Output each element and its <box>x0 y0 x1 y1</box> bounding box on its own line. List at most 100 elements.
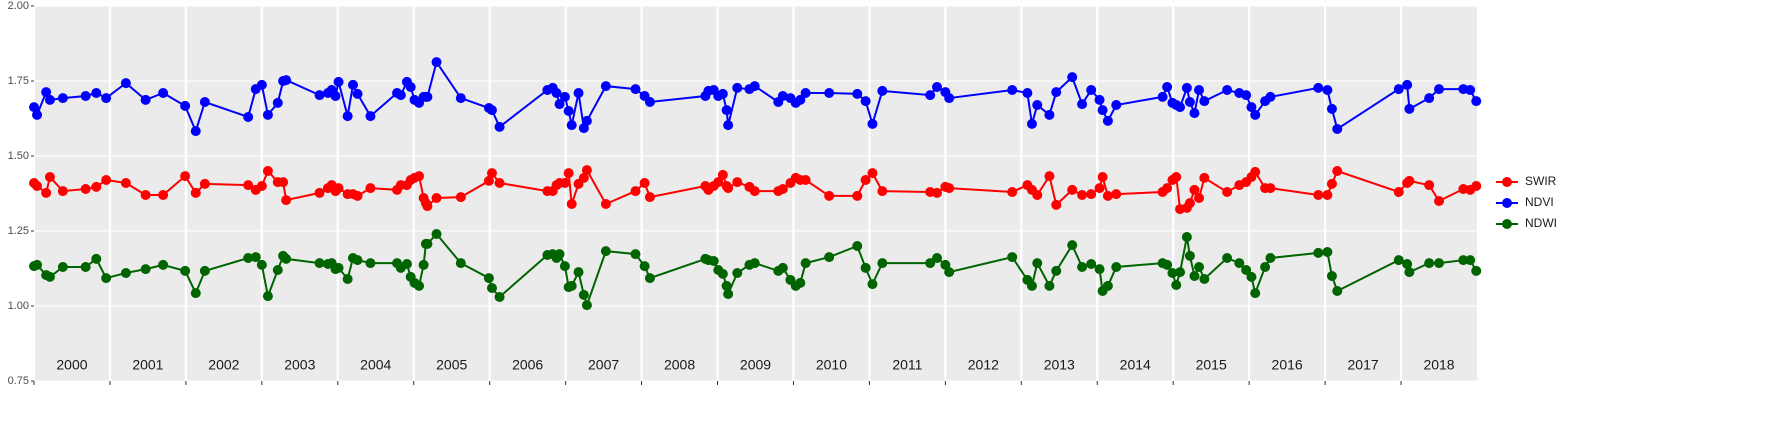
data-point <box>1465 85 1476 95</box>
data-point <box>80 91 91 101</box>
data-point <box>1181 82 1192 93</box>
data-point <box>256 79 267 90</box>
data-point <box>1167 268 1178 278</box>
data-point <box>732 268 743 278</box>
data-point <box>41 87 52 98</box>
data-point <box>717 88 728 99</box>
data-point <box>1265 253 1276 263</box>
year-label: 2015 <box>1196 357 1227 373</box>
data-point <box>140 190 151 200</box>
series-points <box>29 57 1482 311</box>
data-point <box>199 97 210 107</box>
data-point <box>644 97 655 107</box>
data-point <box>401 259 412 269</box>
year-label: 2002 <box>208 357 239 373</box>
data-point <box>795 94 806 105</box>
data-point <box>1175 102 1186 113</box>
data-point <box>877 186 888 197</box>
data-point <box>1424 258 1435 269</box>
data-point <box>559 91 570 102</box>
data-point <box>158 88 169 98</box>
data-point <box>860 262 871 273</box>
data-point <box>578 289 589 300</box>
data-point <box>281 75 292 86</box>
data-point <box>101 273 112 284</box>
data-point <box>190 187 201 198</box>
data-point <box>91 181 102 192</box>
legend-key-point <box>1502 219 1512 229</box>
data-point <box>1189 271 1200 281</box>
y-tick-label: 1.25 <box>8 225 29 237</box>
data-point <box>551 88 562 98</box>
data-point <box>1171 280 1182 290</box>
data-point <box>1404 267 1415 278</box>
data-point <box>41 187 52 198</box>
data-point <box>333 76 344 87</box>
y-tick-label: 1.00 <box>8 300 29 312</box>
data-point <box>600 246 611 257</box>
data-point <box>80 184 91 194</box>
y-tick-label: 1.75 <box>8 75 29 87</box>
data-point <box>824 190 835 201</box>
data-point <box>713 177 724 188</box>
data-point <box>1265 91 1276 102</box>
data-point <box>559 178 570 188</box>
data-point <box>1157 91 1168 102</box>
data-point <box>630 84 641 95</box>
data-point <box>1434 196 1445 206</box>
data-point <box>925 258 936 269</box>
data-point <box>190 288 201 299</box>
data-point <box>723 183 734 194</box>
data-point <box>347 79 358 90</box>
data-point <box>418 259 429 270</box>
data-point <box>578 172 589 183</box>
year-label: 2018 <box>1423 357 1454 373</box>
data-point <box>352 88 363 99</box>
data-point <box>581 115 592 126</box>
year-label: 2012 <box>968 357 999 373</box>
data-point <box>140 264 151 275</box>
legend-key-point <box>1502 177 1512 187</box>
data-point <box>1032 190 1043 200</box>
data-point <box>1007 85 1018 95</box>
data-point <box>1265 183 1276 194</box>
year-label: 2000 <box>56 357 87 373</box>
year-label: 2006 <box>512 357 543 373</box>
data-point <box>1111 262 1122 272</box>
data-point <box>57 93 68 104</box>
data-point <box>581 165 592 176</box>
data-point <box>644 192 655 203</box>
data-point <box>1094 183 1105 194</box>
data-point <box>1111 100 1122 110</box>
data-point <box>1241 90 1252 101</box>
data-point <box>1051 199 1062 210</box>
data-point <box>120 78 131 89</box>
data-point <box>32 259 43 270</box>
data-point <box>639 178 650 188</box>
data-point <box>944 267 955 278</box>
data-point <box>1434 84 1445 95</box>
data-point <box>1077 262 1088 272</box>
data-point <box>1241 265 1252 275</box>
data-point <box>422 201 433 212</box>
data-point <box>1471 96 1482 107</box>
data-point <box>1332 286 1343 296</box>
data-point <box>414 280 425 291</box>
year-label: 2017 <box>1348 357 1379 373</box>
data-point <box>422 238 433 249</box>
data-point <box>44 94 55 105</box>
data-point <box>1026 280 1037 291</box>
data-point <box>1111 189 1122 200</box>
data-point <box>1222 253 1233 263</box>
data-point <box>1102 280 1113 291</box>
data-point <box>1184 97 1195 107</box>
data-point <box>414 171 425 182</box>
data-point <box>455 192 466 203</box>
y-tick-label: 1.50 <box>8 150 29 162</box>
data-point <box>1313 82 1324 93</box>
data-point <box>1044 171 1055 182</box>
data-point <box>32 109 43 120</box>
data-point <box>1402 259 1413 269</box>
data-point <box>180 171 191 182</box>
data-point <box>333 262 344 273</box>
